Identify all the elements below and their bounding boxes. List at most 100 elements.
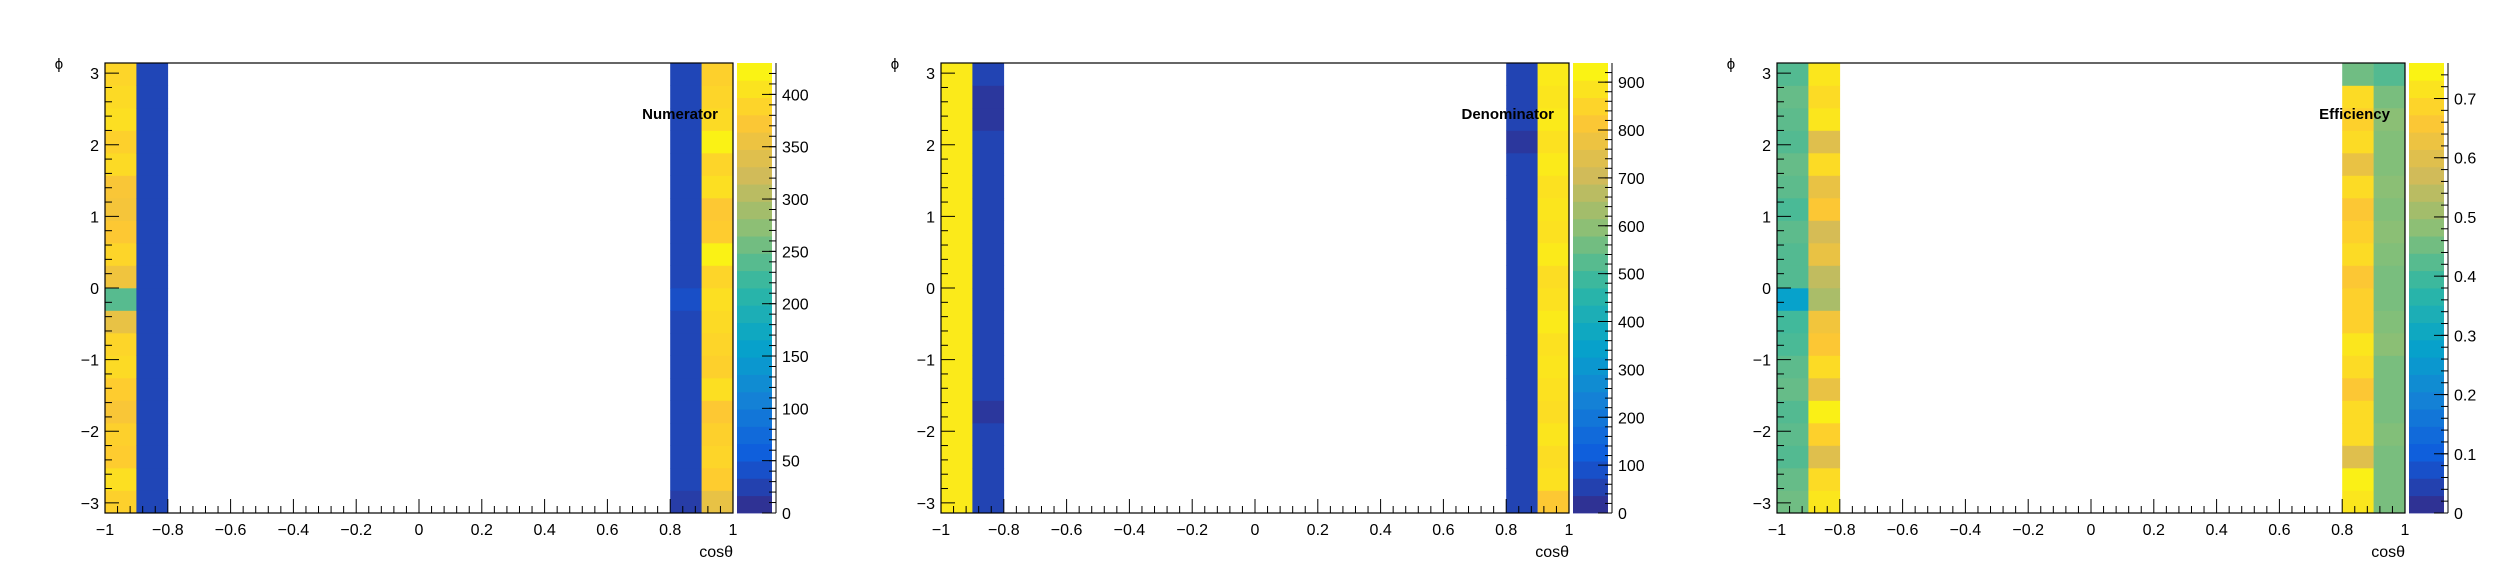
heatmap-cell xyxy=(136,85,169,109)
heatmap-cell xyxy=(1537,243,1570,266)
color-bar-step xyxy=(1573,132,1608,150)
heatmap-cell xyxy=(701,333,734,356)
heatmap-cell xyxy=(105,243,137,266)
color-bar-step xyxy=(2409,80,2444,99)
heatmap-cell xyxy=(1537,468,1570,491)
color-bar-step xyxy=(737,236,772,254)
heatmap-cell xyxy=(2342,130,2374,154)
heatmap-cell xyxy=(1777,490,1809,514)
heatmap-cell xyxy=(105,85,137,109)
heatmap-cell xyxy=(670,400,702,424)
heatmap-cell xyxy=(2373,423,2406,446)
heatmap-cell xyxy=(105,310,137,334)
chart-panel-1: −1 −0.8 −0.6 −0.4 −0.2 0 0.2 0.4 0.6 0.8 1 cosθ −3 −2… xyxy=(55,56,809,561)
heatmap-cell xyxy=(136,243,169,266)
color-bar-step xyxy=(2409,426,2444,445)
z-tick-label: 0.2 xyxy=(2454,388,2476,405)
color-bar-step xyxy=(2409,443,2444,462)
heatmap-cell xyxy=(701,378,734,401)
z-tick-label: 0.4 xyxy=(2454,269,2476,286)
heatmap-cell xyxy=(2373,445,2406,469)
color-bar-step xyxy=(2409,270,2444,289)
heatmap-cell xyxy=(136,355,169,379)
color-bar-step xyxy=(2409,253,2444,272)
y-axis: −3 −2 −1 0 1 2 3 xyxy=(81,66,119,513)
heatmap-cell xyxy=(1808,108,1841,131)
heatmap-cell xyxy=(2342,243,2374,266)
heatmap-cell xyxy=(1506,175,1538,199)
heatmap-cell xyxy=(1777,423,1809,446)
heatmap-cell xyxy=(972,130,1005,154)
heatmap-cell xyxy=(941,468,973,491)
x-tick-label: −0.2 xyxy=(1176,522,1208,539)
x-tick-label: 0.8 xyxy=(1495,522,1517,539)
x-tick-label: 0 xyxy=(2087,522,2096,539)
color-bar-step xyxy=(1573,443,1608,462)
heatmap-cell xyxy=(670,333,702,356)
color-bar-step xyxy=(2409,149,2444,168)
heatmap-cell xyxy=(670,198,702,221)
heatmap-cell xyxy=(136,265,169,289)
x-tick-label: −0.6 xyxy=(215,522,247,539)
y-tick-label: −2 xyxy=(81,424,99,441)
z-tick-label: 0 xyxy=(782,506,791,523)
z-tick-label: 700 xyxy=(1618,171,1645,188)
heatmap-cell xyxy=(972,400,1005,424)
heatmap-cell xyxy=(2342,175,2374,199)
x-tick-label: 1 xyxy=(2401,522,2410,539)
heatmap-cell xyxy=(1777,198,1809,221)
plot-frame xyxy=(1776,62,2406,514)
color-bar: 0 0.1 0.2 0.3 0.4 0.5 0.6 0.7 xyxy=(2409,63,2476,523)
heatmap-cell xyxy=(2342,445,2374,469)
heatmap-cell xyxy=(1506,220,1538,244)
chart-title: Numerator xyxy=(642,106,718,123)
heatmap-cells xyxy=(105,63,734,514)
heatmap-cell xyxy=(2342,310,2374,334)
heatmap-cell xyxy=(941,130,973,154)
color-bar-step xyxy=(1573,97,1608,116)
heatmap-cell xyxy=(136,378,169,401)
y-tick-label: 0 xyxy=(1762,281,1771,298)
heatmap-cell xyxy=(2373,220,2406,244)
heatmap-cell xyxy=(1506,153,1538,176)
heatmap-cell xyxy=(1537,220,1570,244)
y-tick-label: 2 xyxy=(926,138,935,155)
color-bar-step xyxy=(737,218,772,237)
z-tick-label: 100 xyxy=(1618,458,1645,475)
heatmap-cell xyxy=(1777,400,1809,424)
z-tick-label: 900 xyxy=(1618,75,1645,92)
heatmap-cell xyxy=(972,175,1005,199)
color-bar-step xyxy=(2409,322,2444,341)
heatmap-cell xyxy=(1808,63,1841,86)
heatmap-cell xyxy=(701,85,734,109)
heatmap-cell xyxy=(105,423,137,446)
heatmap-cell xyxy=(1506,198,1538,221)
heatmap-cell xyxy=(105,153,137,176)
x-axis-label: cosθ xyxy=(2371,544,2405,561)
heatmap-cell xyxy=(941,265,973,289)
color-bar-step xyxy=(737,495,772,514)
heatmap-cell xyxy=(105,63,137,86)
heatmap-cell xyxy=(2373,288,2406,311)
x-tick-label: −0.8 xyxy=(988,522,1020,539)
heatmap-cell xyxy=(136,400,169,424)
heatmap-cell xyxy=(2342,400,2374,424)
x-tick-label: −0.4 xyxy=(1114,522,1146,539)
heatmap-cells xyxy=(941,63,1570,514)
heatmap-cell xyxy=(105,490,137,514)
color-bar-step xyxy=(737,461,772,479)
z-tick-label: 50 xyxy=(782,454,800,471)
heatmap-cell xyxy=(2373,265,2406,289)
x-tick-label: 0.6 xyxy=(2268,522,2290,539)
heatmap-cell xyxy=(670,265,702,289)
heatmap-cell xyxy=(1777,378,1809,401)
heatmap-cell xyxy=(136,153,169,176)
heatmap-cell xyxy=(972,468,1005,491)
heatmap-cell xyxy=(701,265,734,289)
heatmap-cell xyxy=(1506,490,1538,514)
x-tick-label: −0.6 xyxy=(1051,522,1083,539)
heatmap-cell xyxy=(1777,175,1809,199)
color-bar-step xyxy=(2409,461,2444,479)
z-tick-label: 150 xyxy=(782,349,809,366)
color-bar-step xyxy=(1573,461,1608,479)
